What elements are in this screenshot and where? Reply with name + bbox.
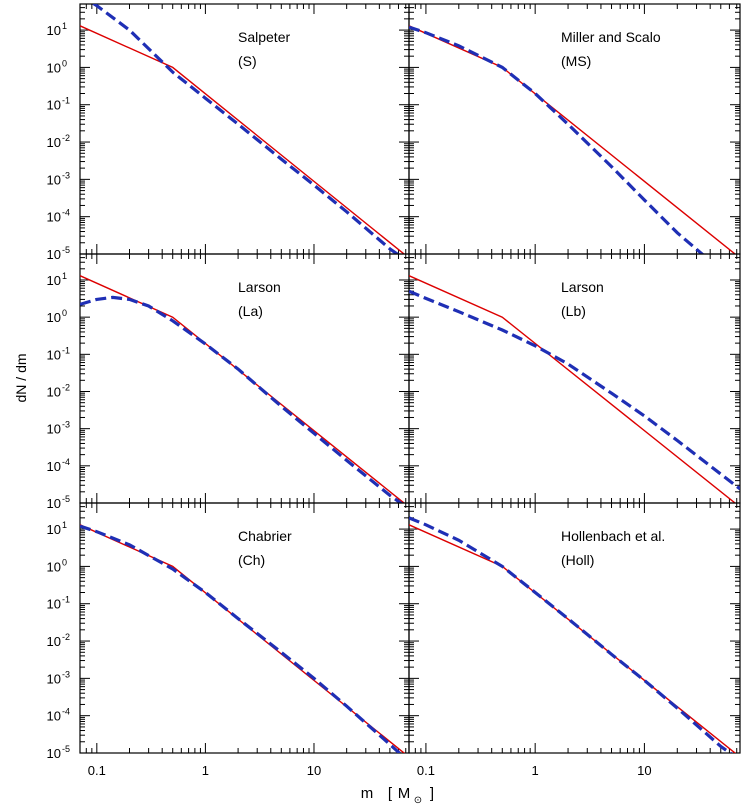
y-axis-label: dN / dm (13, 353, 29, 402)
y-tick-exponent: -4 (62, 208, 70, 218)
x-tick-label: 1 (202, 763, 209, 778)
x-axis-label: m [ M ⊙ ] (361, 785, 434, 806)
y-tick-label: 10 (47, 459, 61, 474)
panel-subtitle: (Ch) (238, 552, 265, 568)
y-tick-exponent: 0 (62, 308, 67, 318)
y-tick-exponent: 1 (62, 271, 67, 281)
panel-subtitle: (S) (238, 53, 257, 69)
x-axis-label-open-bracket: [ (388, 785, 393, 802)
y-tick-exponent: -5 (62, 494, 70, 504)
y-tick-exponent: -4 (62, 457, 70, 467)
y-tick-label: 10 (47, 135, 61, 150)
y-tick-label: 10 (47, 746, 61, 761)
y-tick-label: 10 (47, 273, 61, 288)
y-tick-exponent: -1 (62, 595, 70, 605)
y-tick-exponent: -3 (62, 170, 70, 180)
y-tick-exponent: -1 (62, 345, 70, 355)
y-tick-exponent: -2 (62, 382, 70, 392)
y-tick-exponent: 0 (62, 58, 67, 68)
y-tick-label: 10 (47, 522, 61, 537)
y-tick-label: 10 (47, 559, 61, 574)
model-imf-line (80, 295, 404, 503)
panel-title: Hollenbach et al. (561, 528, 665, 544)
panel-title: Miller and Scalo (561, 29, 661, 45)
reference-imf-line (80, 275, 406, 503)
x-tick-label: 10 (307, 763, 321, 778)
model-imf-line (409, 289, 740, 491)
y-tick-label: 10 (47, 247, 61, 262)
panel-bottom-right: 0.1 1 10 Hollenbach et al. (Holl) (408, 502, 741, 778)
model-imf-line (80, 524, 402, 753)
y-tick-exponent: 1 (62, 21, 67, 31)
panel-middle-right: Larson (Lb) (408, 253, 741, 504)
y-tick-label: 10 (47, 496, 61, 511)
x-tick-label: 10 (637, 763, 651, 778)
panel-frame (408, 502, 741, 754)
panel-title: Salpeter (238, 29, 290, 45)
x-axis-label-sun-subscript: ⊙ (414, 795, 422, 806)
panel-subtitle: (Lb) (561, 303, 586, 319)
x-axis-label-unit: M (398, 785, 411, 802)
y-tick-exponent: -3 (62, 420, 70, 430)
model-imf-line (409, 516, 733, 753)
reference-imf-line (80, 25, 406, 254)
y-tick-label: 10 (47, 709, 61, 724)
panel-subtitle: (MS) (561, 53, 591, 69)
y-tick-label: 10 (47, 172, 61, 187)
x-tick-label: 0.1 (88, 763, 106, 778)
x-axis-label-close-bracket: ] (430, 785, 434, 802)
y-tick-label: 10 (47, 671, 61, 686)
y-tick-label: 10 (47, 384, 61, 399)
y-tick-label: 10 (47, 347, 61, 362)
panel-title: Larson (561, 279, 604, 295)
y-tick-label: 10 (47, 60, 61, 75)
model-imf-line (409, 25, 705, 254)
panel-top-right: Miller and Scalo (MS) (408, 3, 741, 255)
y-tick-exponent: -1 (62, 96, 70, 106)
y-tick-exponent: -2 (62, 133, 70, 143)
panel-subtitle: (La) (238, 303, 263, 319)
y-tick-exponent: -5 (62, 744, 70, 754)
y-tick-label: 10 (47, 98, 61, 113)
panel-title: Larson (238, 279, 281, 295)
y-tick-label: 10 (47, 422, 61, 437)
x-tick-label: 0.1 (417, 763, 435, 778)
y-tick-exponent: 0 (62, 557, 67, 567)
y-tick-exponent: -4 (62, 707, 70, 717)
y-tick-label: 10 (47, 310, 61, 325)
x-axis-label-m: m (361, 785, 374, 802)
y-tick-label: 10 (47, 210, 61, 225)
y-tick-label: 10 (47, 23, 61, 38)
y-tick-exponent: -2 (62, 632, 70, 642)
panel-title: Chabrier (238, 528, 292, 544)
x-tick-label: 1 (532, 763, 539, 778)
y-tick-label: 10 (47, 597, 61, 612)
reference-imf-line (409, 275, 737, 503)
panel-subtitle: (Holl) (561, 552, 594, 568)
y-tick-label: 10 (47, 634, 61, 649)
y-tick-exponent: -5 (62, 245, 70, 255)
y-tick-exponent: -3 (62, 669, 70, 679)
y-tick-exponent: 1 (62, 520, 67, 530)
